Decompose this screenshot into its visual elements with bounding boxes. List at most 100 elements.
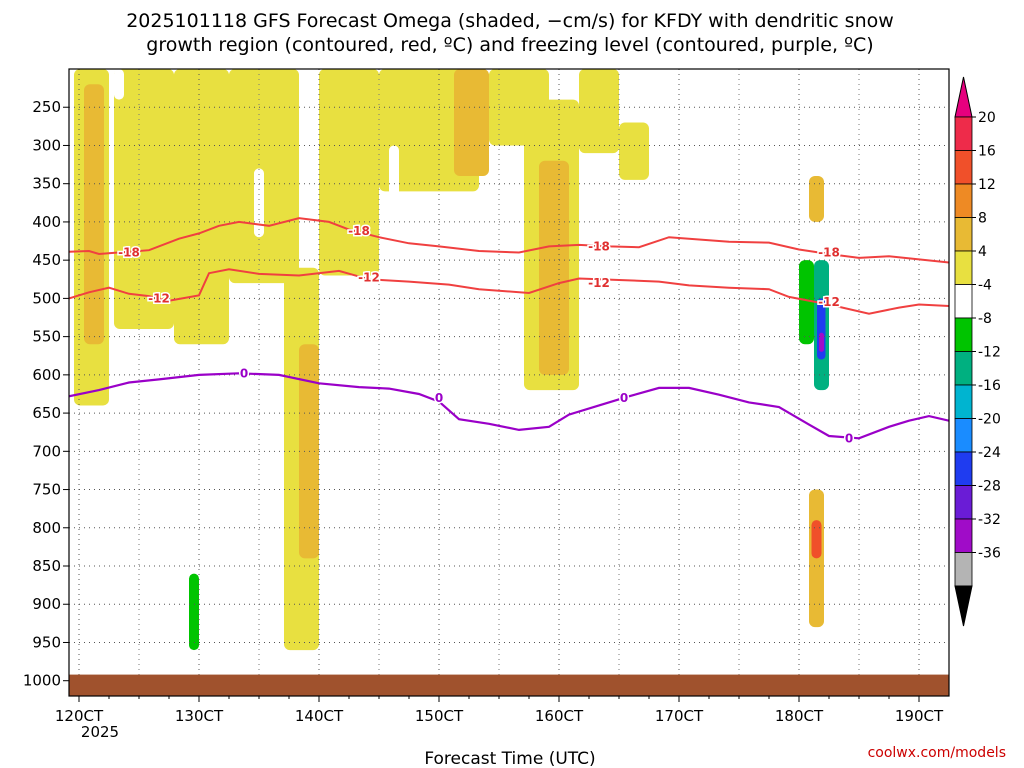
dgz-minus12-label: -12 (588, 276, 610, 290)
dgz-minus12-label: -12 (818, 295, 840, 309)
y-tick-label: 250 (32, 98, 61, 116)
omega-region (819, 332, 824, 352)
dgz-minus18-label: -18 (348, 224, 370, 238)
colorbar-swatch (954, 451, 973, 486)
y-tick-label: 1000 (23, 672, 61, 690)
x-tick-label: 180CT (775, 707, 824, 725)
x-tick-label: 170CT (655, 707, 704, 725)
dgz-minus18-contour (69, 217, 949, 264)
y-tick-label: 500 (32, 289, 61, 307)
omega-region (84, 84, 104, 345)
x-axis: 120CT 130CT 140CT 150CT 160CT 170CT 180CT 190CT (55, 696, 944, 725)
omega-region (809, 176, 824, 222)
colorbar-label: -20 (978, 412, 1001, 428)
y-tick-label: 600 (32, 366, 61, 384)
chart-title-line2: growth region (contoured, red, ºC) and f… (146, 34, 873, 56)
contour-lines: -18 -18 -18 -18 -12 -12 -12 -12 0 0 0 0 (69, 217, 949, 447)
omega-region (579, 69, 619, 154)
colorbar-swatch (954, 250, 973, 285)
x-year-label: 2025 (81, 723, 119, 741)
dgz-minus12-label: -12 (358, 271, 380, 285)
omega-region (811, 520, 822, 559)
x-tick-label: 190CT (895, 707, 944, 725)
colorbar-label: -12 (978, 345, 1001, 361)
omega-region (319, 69, 379, 276)
surface-ground (69, 674, 949, 696)
y-tick-label: 300 (32, 136, 61, 154)
colorbar-swatch (954, 552, 973, 587)
colorbar-label: 8 (978, 211, 987, 227)
colorbar-bottom-arrow (954, 585, 973, 627)
y-tick-label: 800 (32, 519, 61, 537)
freezing-level-contour (69, 372, 949, 440)
plot-area: -18 -18 -18 -18 -12 -12 -12 -12 0 0 0 0 (69, 69, 949, 696)
colorbar-swatch (954, 116, 973, 151)
colorbar-swatch (954, 351, 973, 386)
colorbar-label: -8 (978, 311, 992, 327)
colorbar-label: -28 (978, 479, 1001, 495)
x-tick-label: 150CT (415, 707, 464, 725)
omega-region (114, 69, 124, 100)
colorbar-swatch (954, 317, 973, 352)
y-tick-label: 450 (32, 251, 61, 269)
colorbar-swatch (954, 518, 973, 553)
omega-region (444, 604, 454, 651)
colorbar-label: -32 (978, 512, 1001, 528)
freezing-level-label: 0 (435, 391, 443, 405)
omega-region (619, 122, 649, 180)
dgz-minus12-contour (69, 268, 949, 315)
colorbar-swatch (954, 217, 973, 252)
colorbar: 20 16 12 8 4 -4 -8 -12 -16 -20 -24 -28 -32 -36 (954, 76, 1001, 627)
colorbar-label: 20 (978, 110, 996, 126)
y-tick-label: 900 (32, 595, 61, 613)
x-tick-label: 140CT (295, 707, 344, 725)
colorbar-swatch (954, 183, 973, 218)
y-tick-label: 700 (32, 442, 61, 460)
dgz-minus12-label: -12 (148, 291, 170, 305)
colorbar-swatch (954, 284, 973, 319)
omega-region (794, 69, 819, 104)
omega-shading (74, 69, 869, 651)
colorbar-swatch (954, 485, 973, 520)
omega-region (254, 168, 264, 238)
omega-region (799, 260, 814, 345)
x-tick-label: 160CT (535, 707, 584, 725)
colorbar-swatch (954, 418, 973, 453)
x-tick-label: 120CT (55, 707, 104, 725)
colorbar-label: -16 (978, 378, 1001, 394)
x-axis-title: Forecast Time (UTC) (424, 749, 595, 768)
omega-region (829, 451, 844, 589)
dgz-minus18-label: -18 (118, 246, 140, 260)
dgz-minus18-label: -18 (818, 246, 840, 260)
colorbar-label: 16 (978, 144, 996, 160)
chart-title-line1: 2025101118 GFS Forecast Omega (shaded, −… (126, 10, 894, 32)
y-tick-label: 650 (32, 404, 61, 422)
omega-region (114, 69, 174, 329)
colorbar-label: 4 (978, 244, 987, 260)
omega-region (829, 145, 839, 161)
colorbar-label: -36 (978, 546, 1001, 562)
colorbar-swatch (954, 384, 973, 419)
dgz-minus18-label: -18 (588, 239, 610, 253)
colorbar-label: -4 (978, 278, 992, 294)
freezing-level-label: 0 (240, 366, 248, 380)
y-axis: 250 300 350 400 450 500 550 600 650 700 750 800 850 9… (23, 98, 69, 690)
plot-frame (68, 68, 950, 697)
y-tick-label: 350 (32, 175, 61, 193)
omega-region (859, 153, 869, 169)
omega-region (174, 69, 229, 345)
x-tick-label: 130CT (175, 707, 224, 725)
colorbar-label: 12 (978, 177, 996, 193)
omega-region (539, 160, 569, 375)
y-tick-label: 950 (32, 633, 61, 651)
colorbar-label: -24 (978, 445, 1001, 461)
y-tick-label: 750 (32, 481, 61, 499)
omega-region (454, 69, 489, 177)
credit-link[interactable]: coolwx.com/models (868, 745, 1006, 761)
y-tick-label: 550 (32, 328, 61, 346)
freezing-level-label: 0 (620, 391, 628, 405)
colorbar-top-arrow (954, 76, 973, 118)
colorbar-swatch (954, 150, 973, 185)
